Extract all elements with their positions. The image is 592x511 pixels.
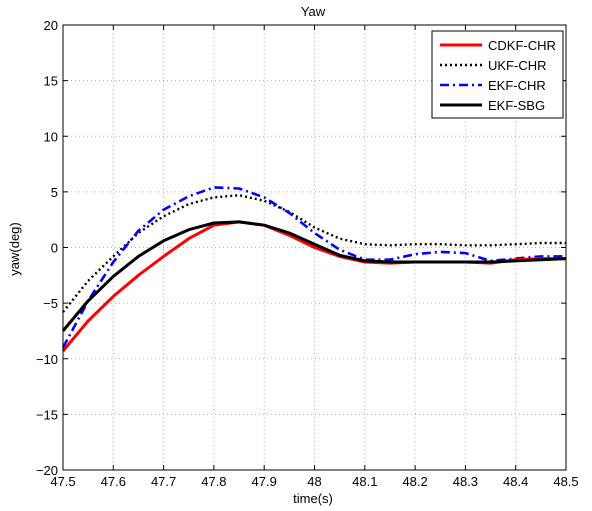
y-tick-label: 10 bbox=[44, 129, 58, 144]
x-tick-label: 47.7 bbox=[151, 474, 176, 489]
x-tick-label: 48 bbox=[307, 474, 321, 489]
x-tick-label: 48.1 bbox=[352, 474, 377, 489]
series-line-ukf-chr bbox=[62, 193, 566, 313]
legend-label: UKF-CHR bbox=[488, 58, 547, 73]
y-tick-label: −15 bbox=[36, 407, 58, 422]
legend-label: EKF-CHR bbox=[488, 78, 546, 93]
y-axis-label: yaw(deg) bbox=[7, 222, 22, 275]
y-tick-label: 15 bbox=[44, 74, 58, 89]
series-line-ekf-sbg bbox=[61, 220, 567, 332]
y-tick-label: −5 bbox=[43, 296, 58, 311]
legend-label: CDKF-CHR bbox=[488, 38, 556, 53]
legend: CDKF-CHR UKF-CHR EKF-CHR EKF-SBG bbox=[431, 30, 564, 119]
series-line-ekf-chr bbox=[61, 186, 566, 349]
y-tick-label: 0 bbox=[51, 241, 58, 256]
legend-label: EKF-SBG bbox=[488, 98, 545, 113]
x-tick-label: 47.9 bbox=[252, 474, 277, 489]
y-tick-label: 5 bbox=[51, 185, 58, 200]
y-tick-label: −10 bbox=[36, 352, 58, 367]
plot-lines bbox=[61, 186, 567, 352]
x-tick-label: 48.4 bbox=[503, 474, 528, 489]
x-tick-label: 48.5 bbox=[553, 474, 578, 489]
x-tick-label: 48.3 bbox=[453, 474, 478, 489]
x-tick-label: 47.6 bbox=[101, 474, 126, 489]
y-tick-label: −20 bbox=[36, 463, 58, 478]
x-tick-label: 47.5 bbox=[50, 474, 75, 489]
x-tick-label: 47.8 bbox=[201, 474, 226, 489]
chart-title: Yaw bbox=[301, 4, 326, 19]
y-tick-label: 20 bbox=[44, 18, 58, 33]
x-axis-label: time(s) bbox=[293, 491, 333, 506]
x-tick-label: 48.2 bbox=[402, 474, 427, 489]
ticks: 47.5 47.6 47.7 47.8 47.9 48 48.1 48.2 48.3 48.4 48… bbox=[36, 18, 579, 489]
